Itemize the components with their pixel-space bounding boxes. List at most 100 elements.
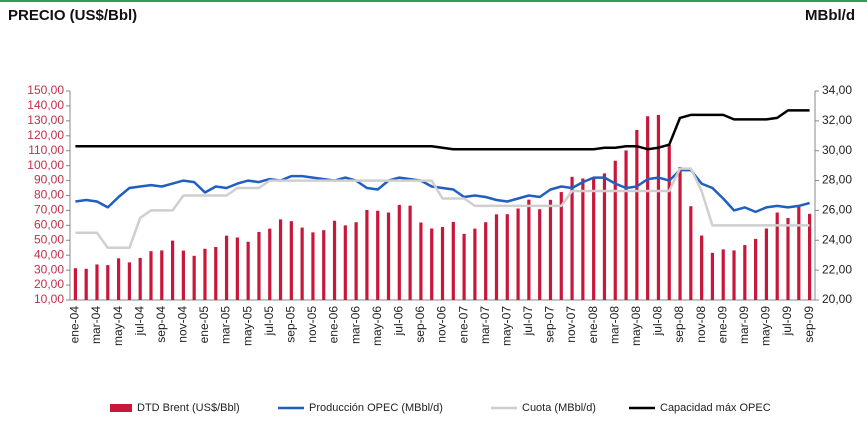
bar [365, 209, 369, 300]
bar [116, 258, 121, 300]
bar [278, 219, 283, 300]
y2-tick-label: 22,00 [822, 262, 852, 276]
y-tick-label: 130,00 [27, 113, 64, 127]
bar [376, 210, 380, 300]
y-tick-label: 80,00 [34, 188, 64, 202]
x-tick-label: sep-09 [802, 306, 816, 343]
bar [430, 228, 434, 300]
bar [289, 221, 293, 300]
bar [203, 248, 207, 300]
x-tick-label: sep-06 [413, 306, 427, 343]
bar [656, 115, 661, 300]
legend-label: Capacidad máx OPEC [660, 402, 771, 414]
bar [494, 214, 499, 300]
bar [95, 264, 99, 300]
bar [689, 206, 693, 300]
x-tick-label: may-09 [759, 306, 773, 346]
bar [808, 213, 812, 300]
x-tick-label: mar-05 [219, 306, 233, 344]
bar [106, 265, 110, 300]
line-series [75, 168, 810, 214]
legend-label: Producción OPEC (MBbl/d) [309, 402, 443, 414]
bar [311, 232, 315, 300]
y-tick-label: 60,00 [34, 218, 64, 232]
bar [786, 218, 790, 300]
bar [462, 233, 466, 300]
bar [613, 160, 617, 300]
x-tick-label: mar-09 [737, 306, 751, 344]
bar [527, 199, 531, 300]
x-tick-label: mar-04 [89, 306, 103, 344]
x-tick-label: jul-07 [521, 306, 535, 337]
y2-tick-label: 24,00 [822, 232, 852, 246]
bar [473, 228, 477, 300]
bar [224, 235, 229, 300]
x-tick-label: may-06 [370, 306, 384, 346]
y-tick-label: 50,00 [34, 232, 64, 246]
bar [732, 250, 736, 300]
x-tick-label: jul-09 [780, 306, 794, 337]
bar [386, 212, 391, 300]
x-tick-label: nov-08 [694, 306, 708, 343]
x-tick-label: sep-08 [672, 306, 686, 343]
bar [624, 150, 628, 300]
y2-tick-label: 20,00 [822, 292, 852, 306]
bar [332, 220, 337, 300]
bar [149, 251, 153, 300]
x-tick-label: nov-05 [305, 306, 319, 343]
x-tick-label: jul-08 [651, 306, 665, 337]
line-series [75, 167, 810, 250]
bar [581, 178, 585, 300]
y-tick-label: 10,00 [34, 292, 64, 306]
bar [419, 222, 423, 300]
bar [646, 116, 650, 301]
x-tick-label: may-05 [240, 306, 254, 346]
y-tick-label: 90,00 [34, 173, 64, 187]
y-tick-label: 140,00 [27, 98, 64, 112]
bar [743, 245, 747, 300]
legend-swatch [110, 404, 132, 412]
y2-tick-label: 30,00 [822, 143, 852, 157]
bar [160, 250, 164, 300]
x-tick-label: ene-05 [197, 306, 211, 344]
x-tick-label: ene-08 [586, 306, 600, 344]
bar [192, 255, 196, 300]
chart-title: PRECIO (US$/Bbl) [8, 7, 137, 24]
y-tick-label: 20,00 [34, 277, 64, 291]
bar [538, 209, 542, 300]
legend-label: DTD Brent (US$/Bbl) [137, 402, 240, 414]
y2-tick-label: 28,00 [822, 173, 852, 187]
y-tick-label: 70,00 [34, 203, 64, 217]
y-tick-label: 120,00 [27, 128, 64, 142]
bar [300, 227, 304, 300]
bar [408, 205, 412, 300]
bar [84, 268, 88, 300]
bar [548, 199, 553, 300]
x-tick-label: mar-08 [607, 306, 621, 344]
x-tick-label: ene-06 [327, 306, 341, 344]
y-tick-label: 110,00 [28, 143, 64, 157]
legend-label: Cuota (MBbl/d) [522, 402, 596, 414]
x-tick-label: may-07 [499, 306, 513, 346]
bar [754, 238, 758, 300]
x-tick-label: jul-05 [262, 306, 276, 337]
bar [397, 204, 401, 300]
bar [138, 257, 142, 300]
y-tick-label: 100,00 [27, 158, 64, 172]
bar [516, 208, 520, 300]
bar [678, 166, 682, 300]
bar [797, 206, 801, 300]
bar [322, 230, 326, 300]
x-tick-label: sep-04 [154, 306, 168, 343]
x-tick-label: jul-04 [132, 306, 146, 337]
x-tick-label: nov-04 [176, 306, 190, 343]
bar [570, 176, 574, 300]
y2-tick-label: 34,00 [822, 83, 852, 97]
bar [484, 222, 488, 300]
y2-title: MBbl/d [805, 7, 855, 24]
x-tick-label: sep-07 [543, 306, 557, 343]
bar [635, 129, 639, 300]
bar [214, 247, 218, 300]
x-tick-label: nov-07 [564, 306, 578, 343]
